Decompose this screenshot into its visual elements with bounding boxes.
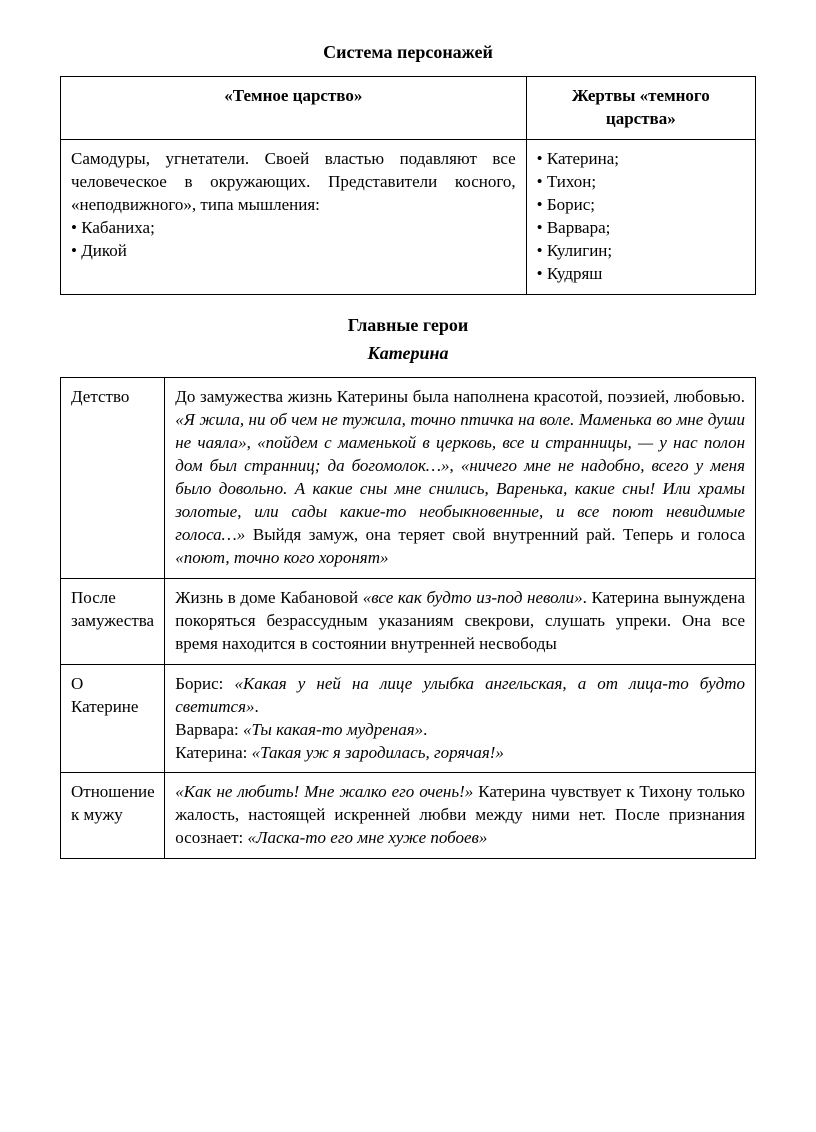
row-label: О Катерине <box>61 664 165 773</box>
cell-victims: Катерина;Тихон;Борис;Варвара;Кулигин;Куд… <box>526 140 755 295</box>
section1-title: Система персонажей <box>60 40 756 64</box>
col-header-dark-kingdom: «Темное царство» <box>61 77 527 140</box>
dark-kingdom-list: Кабаниха;Дикой <box>71 217 516 263</box>
row-label: Отношение к мужу <box>61 773 165 859</box>
row-description: Жизнь в доме Кабановой «все как будто из… <box>165 578 756 664</box>
character-name: Катерина <box>60 341 756 365</box>
row-label: После замужества <box>61 578 165 664</box>
list-item: Дикой <box>71 240 516 263</box>
victims-list: Катерина;Тихон;Борис;Варвара;Кулигин;Куд… <box>537 148 745 286</box>
row-description: До замужества жизнь Катерины была наполн… <box>165 378 756 579</box>
list-item: Кудряш <box>537 263 745 286</box>
table-row: О КатеринеБорис: «Какая у ней на лице ул… <box>61 664 756 773</box>
list-item: Тихон; <box>537 171 745 194</box>
dark-kingdom-intro: Самодуры, угнетатели. Своей властью пода… <box>71 148 516 217</box>
table-row: Отношение к мужу«Как не любить! Мне жалк… <box>61 773 756 859</box>
row-description: Борис: «Какая у ней на лице улыбка ангел… <box>165 664 756 773</box>
katerina-table: ДетствоДо замужества жизнь Катерины была… <box>60 377 756 859</box>
list-item: Кабаниха; <box>71 217 516 240</box>
section2-title: Главные герои <box>60 313 756 337</box>
list-item: Кулигин; <box>537 240 745 263</box>
katerina-rows: ДетствоДо замужества жизнь Катерины была… <box>61 378 756 859</box>
table-row: После замужестваЖизнь в доме Кабановой «… <box>61 578 756 664</box>
row-label: Детство <box>61 378 165 579</box>
character-system-table: «Темное царство» Жертвы «темного царства… <box>60 76 756 295</box>
list-item: Катерина; <box>537 148 745 171</box>
table-row: ДетствоДо замужества жизнь Катерины была… <box>61 378 756 579</box>
row-description: «Как не любить! Мне жалко его очень!» Ка… <box>165 773 756 859</box>
cell-dark-kingdom: Самодуры, угнетатели. Своей властью пода… <box>61 140 527 295</box>
list-item: Борис; <box>537 194 745 217</box>
col-header-victims: Жертвы «темного царства» <box>526 77 755 140</box>
list-item: Варвара; <box>537 217 745 240</box>
